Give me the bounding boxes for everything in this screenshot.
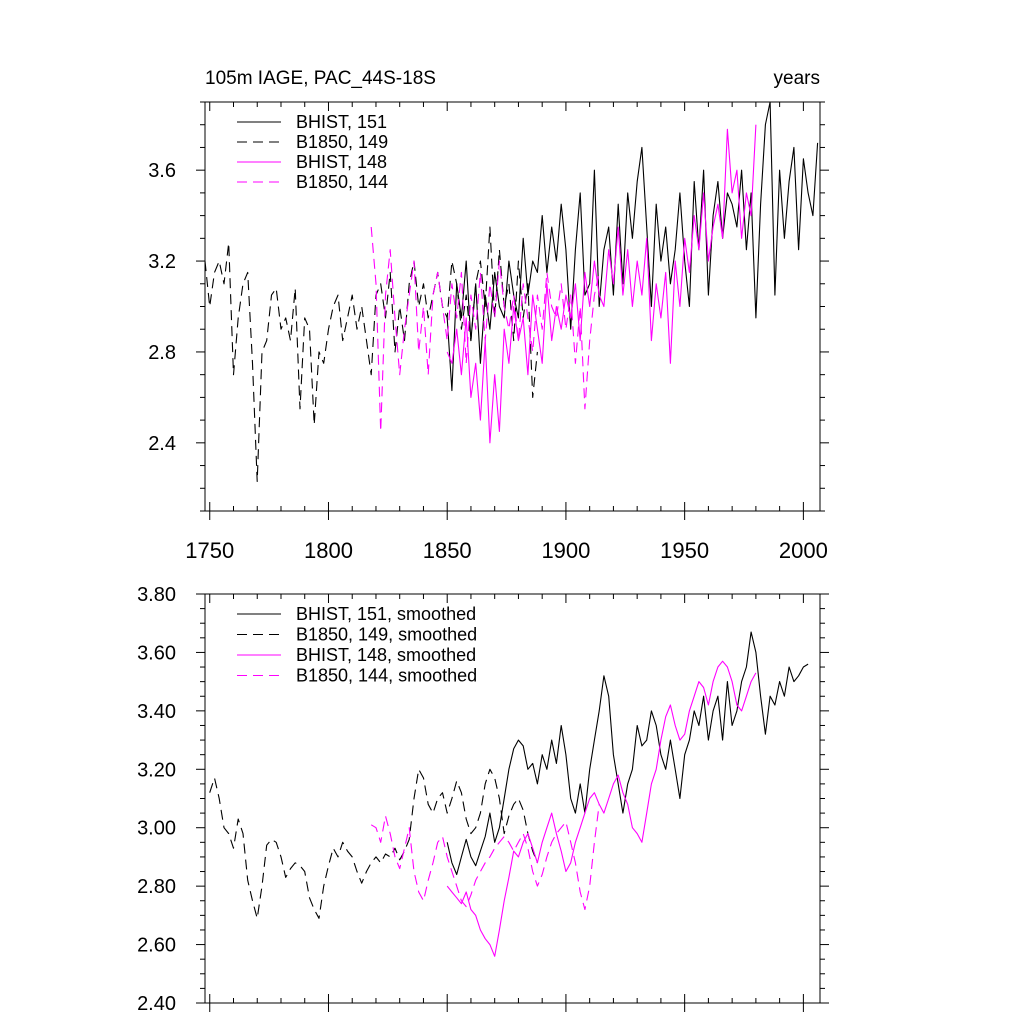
series-line-3 — [446, 124, 757, 444]
x-tick-label: 2000 — [779, 538, 828, 563]
legend-label: B1850, 144, smoothed — [296, 666, 477, 686]
series-line-4 — [370, 804, 600, 911]
y-tick-label: 3.2 — [148, 251, 176, 273]
x-tick-label: 1950 — [660, 538, 709, 563]
x-tick-label: 1750 — [185, 538, 234, 563]
series-line-2 — [209, 768, 538, 919]
y-tick-label: 3.60 — [137, 642, 176, 664]
series-line-1 — [446, 631, 809, 876]
series-line-3 — [446, 660, 757, 957]
series-line-1 — [446, 101, 819, 392]
x-tick-label: 1850 — [423, 538, 472, 563]
bottom-panel: 2.40 2.60 2.80 3.00 3.20 3.40 3.60 3.80 BHIST, 1… — [137, 584, 829, 1015]
y-tick-label: 3.00 — [137, 818, 176, 840]
y-tick-label: 3.40 — [137, 701, 176, 723]
y-tick-label: 2.4 — [148, 433, 176, 455]
legend-label: BHIST, 148, smoothed — [296, 645, 476, 665]
legend-label: B1850, 144 — [296, 172, 388, 192]
y-tick-label: 3.6 — [148, 160, 176, 182]
title-left: 105m IAGE, PAC_44S-18S — [205, 68, 436, 89]
y-tick-label: 2.8 — [148, 342, 176, 364]
y-tick-label: 2.40 — [137, 993, 176, 1015]
top-panel: 1750 1800 1850 1900 1950 2000 2.4 2.8 3.2 3.6 105m… — [148, 68, 829, 563]
series-line-2 — [204, 226, 538, 483]
y-tick-label: 2.80 — [137, 876, 176, 898]
legend-label: BHIST, 148 — [296, 152, 387, 172]
legend-label: B1850, 149, smoothed — [296, 625, 477, 645]
y-tick-label: 3.80 — [137, 584, 176, 606]
x-tick-label: 1900 — [541, 538, 590, 563]
series-line-4 — [370, 226, 600, 433]
legend-label: BHIST, 151, smoothed — [296, 604, 476, 624]
x-tick-label: 1800 — [304, 538, 353, 563]
title-right: years — [774, 68, 820, 89]
legend-label: B1850, 149 — [296, 132, 388, 152]
legend-label: BHIST, 151 — [296, 112, 387, 132]
y-tick-label: 2.60 — [137, 935, 176, 957]
y-tick-label: 3.20 — [137, 759, 176, 781]
